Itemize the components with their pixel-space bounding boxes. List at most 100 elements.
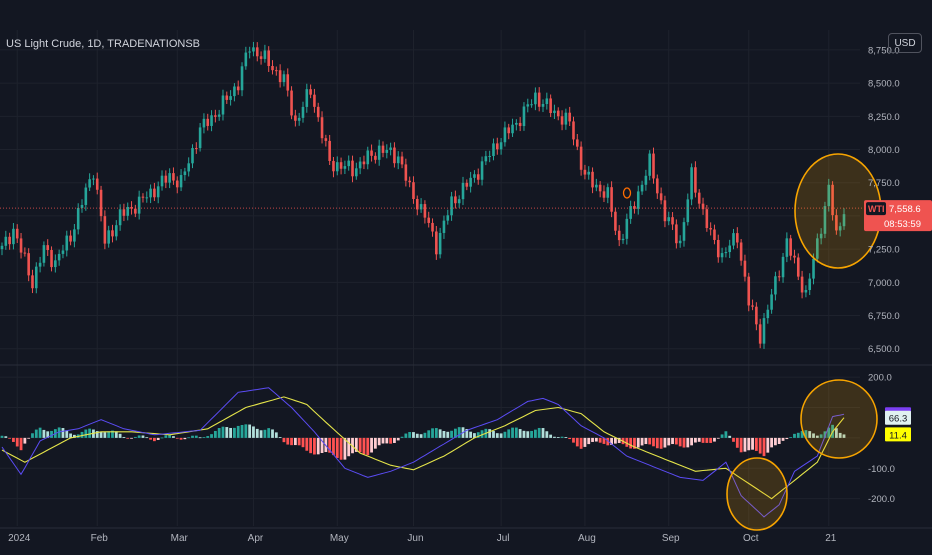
candle-body — [335, 162, 339, 172]
candle-body — [214, 115, 217, 117]
macd-hist-bar — [541, 428, 545, 438]
macd-hist-bar — [65, 430, 69, 438]
candle-body — [423, 204, 427, 218]
candle-body — [484, 156, 488, 162]
candle-body — [294, 115, 297, 121]
candle-body — [831, 184, 834, 216]
candle-body — [8, 236, 11, 245]
candle-body — [210, 115, 213, 126]
x-tick-label: Apr — [248, 533, 264, 544]
macd-hist-bar — [446, 431, 450, 438]
macd-hist-bar — [465, 428, 469, 438]
macd-hist-bar — [720, 434, 724, 438]
macd-hist-bar — [202, 437, 206, 438]
candle-body — [206, 118, 210, 126]
macd-hist-bar — [61, 428, 65, 438]
candle-body — [591, 171, 594, 188]
candle-body — [400, 156, 404, 165]
macd-hist-bar — [320, 437, 324, 453]
candle-body — [427, 217, 431, 223]
macd-hist-bar — [373, 437, 377, 449]
candle-body — [324, 138, 328, 141]
macd-hist-bar — [206, 436, 210, 438]
macd-hist-bar — [610, 437, 613, 445]
price-tick-label: 6,750.0 — [868, 311, 900, 322]
candle-body — [842, 214, 846, 227]
candle-body — [377, 145, 381, 160]
candle-body — [4, 236, 8, 246]
candle-body — [652, 153, 655, 179]
candle-body — [385, 149, 389, 153]
currency-button[interactable]: USD — [888, 33, 922, 53]
candle-body — [499, 142, 503, 150]
candle-body — [743, 260, 747, 277]
macd-hist-bar — [434, 428, 438, 438]
candle-body — [663, 200, 667, 222]
candle-body — [762, 318, 766, 344]
macd-hist-bar — [815, 435, 819, 438]
macd-hist-bar — [594, 437, 598, 442]
candle-body — [614, 211, 617, 231]
candle-body — [488, 156, 491, 158]
candle-body — [785, 238, 789, 257]
candle-body — [76, 207, 80, 230]
macd-hist-bar — [758, 437, 762, 454]
macd-hist-bar — [42, 429, 46, 438]
candle-body — [73, 229, 76, 242]
candle-body — [537, 92, 541, 107]
macd-hist-bar — [335, 437, 339, 458]
macd-hist-bar — [156, 437, 160, 440]
macd-hist-bar — [103, 432, 107, 438]
candle-body — [23, 252, 27, 254]
candle-body — [476, 174, 480, 180]
macd-hist-bar — [549, 434, 553, 438]
candle-body — [709, 228, 712, 230]
candle-body — [92, 178, 95, 180]
candle-body — [309, 89, 312, 95]
candle-body — [202, 118, 206, 128]
x-tick-label: 2024 — [8, 533, 31, 544]
candle-body — [244, 52, 248, 67]
candle-body — [271, 66, 274, 71]
candle-body — [648, 153, 651, 176]
candle-body — [701, 203, 705, 210]
candle-body — [556, 110, 560, 117]
macd-hist-bar — [766, 437, 770, 453]
candle-body — [793, 255, 796, 258]
macd-hist-bar — [774, 437, 777, 446]
candle-body — [27, 253, 30, 276]
candle-body — [362, 161, 366, 165]
signal-line — [1, 396, 845, 500]
macd-hist-bar — [57, 427, 61, 438]
symbol-title[interactable]: US Light Crude, 1D, TRADENATIONSB — [6, 38, 200, 50]
candle-body — [800, 276, 804, 293]
macd-hist-bar — [137, 435, 141, 438]
candle-body — [172, 173, 175, 181]
candle-body — [393, 147, 396, 164]
candle-body — [149, 188, 152, 198]
macd-hist-bar — [145, 437, 149, 439]
macd-hist-bar — [671, 437, 674, 445]
candle-body — [812, 258, 815, 279]
macd-hist-bar — [732, 437, 735, 442]
macd-hist-bar — [358, 437, 362, 453]
candle-body — [34, 266, 38, 289]
macd-hist-bar — [328, 437, 332, 453]
candle-body — [168, 173, 171, 183]
macd-hist-bar — [747, 437, 751, 451]
candle-body — [728, 245, 732, 253]
macd-hist-bar — [107, 431, 111, 438]
macd-hist-bar — [400, 436, 404, 438]
x-axis[interactable]: 2024 Feb Mar Apr May Jun Jul Aug Sep Oct 21 — [8, 533, 837, 544]
candle-body — [808, 278, 812, 290]
candle-body — [118, 209, 122, 226]
candle-body — [145, 197, 149, 199]
candle-body — [175, 180, 179, 188]
candle-body — [38, 262, 42, 267]
macd-tick-label: -100.0 — [868, 464, 895, 475]
macd-hist-bar — [823, 431, 827, 438]
macd-hist-bar — [701, 437, 705, 443]
macd-hist-bar — [354, 437, 358, 452]
